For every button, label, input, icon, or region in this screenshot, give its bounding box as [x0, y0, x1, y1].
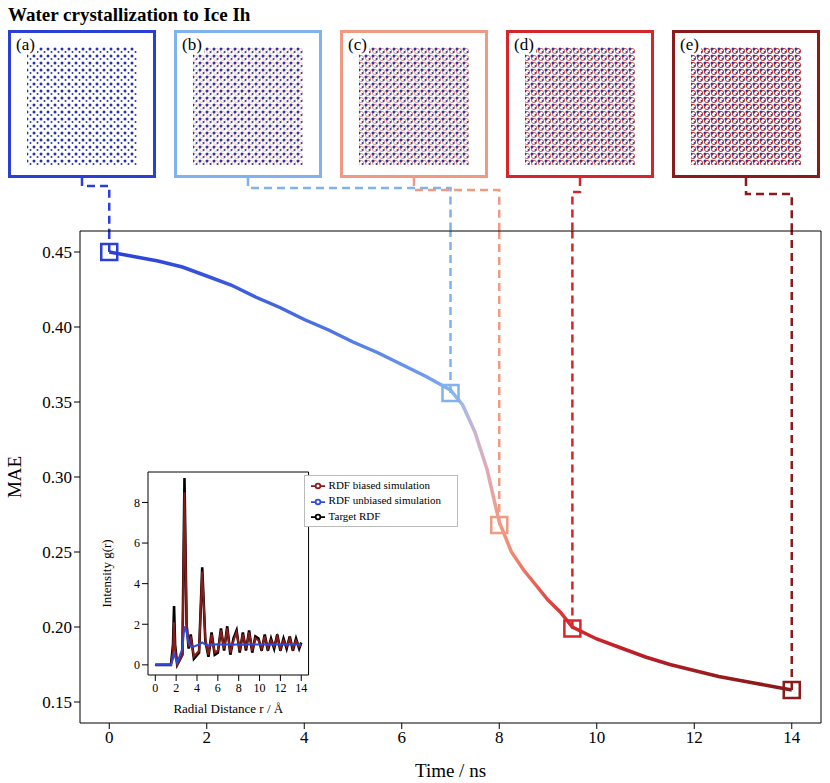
- svg-text:2: 2: [203, 728, 212, 747]
- svg-text:14: 14: [295, 681, 307, 695]
- svg-text:6: 6: [398, 728, 407, 747]
- html-text:(d): (d): [514, 35, 534, 54]
- svg-text:0.20: 0.20: [42, 618, 72, 637]
- svg-text:10: 10: [588, 728, 605, 747]
- html-text:(a): (a): [16, 35, 35, 54]
- svg-text:2: 2: [173, 681, 179, 695]
- svg-text:0: 0: [134, 658, 140, 672]
- svg-text:Time / ns: Time / ns: [415, 760, 486, 781]
- html-text:(e): (e): [680, 35, 699, 54]
- svg-text:6: 6: [134, 536, 140, 550]
- html-text:RDF unbiased simulation: RDF unbiased simulation: [328, 494, 441, 507]
- svg-text:8: 8: [236, 681, 242, 695]
- svg-text:0.15: 0.15: [42, 693, 72, 712]
- html-text:Water crystallization to Ice I: Water crystallization to Ice Ih: [8, 4, 251, 25]
- svg-text:MAE: MAE: [4, 456, 25, 498]
- svg-text:0.30: 0.30: [42, 468, 72, 487]
- svg-text:Radial Distance r / Å: Radial Distance r / Å: [173, 701, 283, 715]
- svg-text:Intensity g(r): Intensity g(r): [100, 539, 114, 607]
- svg-text:12: 12: [686, 728, 703, 747]
- svg-text:8: 8: [134, 496, 140, 510]
- svg-text:0: 0: [105, 728, 114, 747]
- svg-text:0.40: 0.40: [42, 318, 72, 337]
- html-text:RDF biased simulation: RDF biased simulation: [328, 479, 430, 491]
- svg-text:4: 4: [300, 728, 309, 747]
- svg-text:0: 0: [152, 681, 158, 695]
- svg-text:14: 14: [783, 728, 801, 747]
- svg-text:10: 10: [254, 681, 266, 695]
- svg-text:0.45: 0.45: [42, 243, 72, 262]
- svg-text:12: 12: [274, 681, 286, 695]
- svg-text:8: 8: [495, 728, 504, 747]
- svg-text:2: 2: [134, 618, 140, 632]
- svg-text:0.35: 0.35: [42, 393, 72, 412]
- svg-text:4: 4: [134, 577, 140, 591]
- html-text:(c): (c): [348, 35, 367, 54]
- svg-text:6: 6: [215, 681, 221, 695]
- svg-text:4: 4: [194, 681, 200, 695]
- html-text:(b): (b): [182, 35, 202, 54]
- svg-text:0.25: 0.25: [42, 543, 72, 562]
- html-text:Target RDF: Target RDF: [328, 509, 381, 522]
